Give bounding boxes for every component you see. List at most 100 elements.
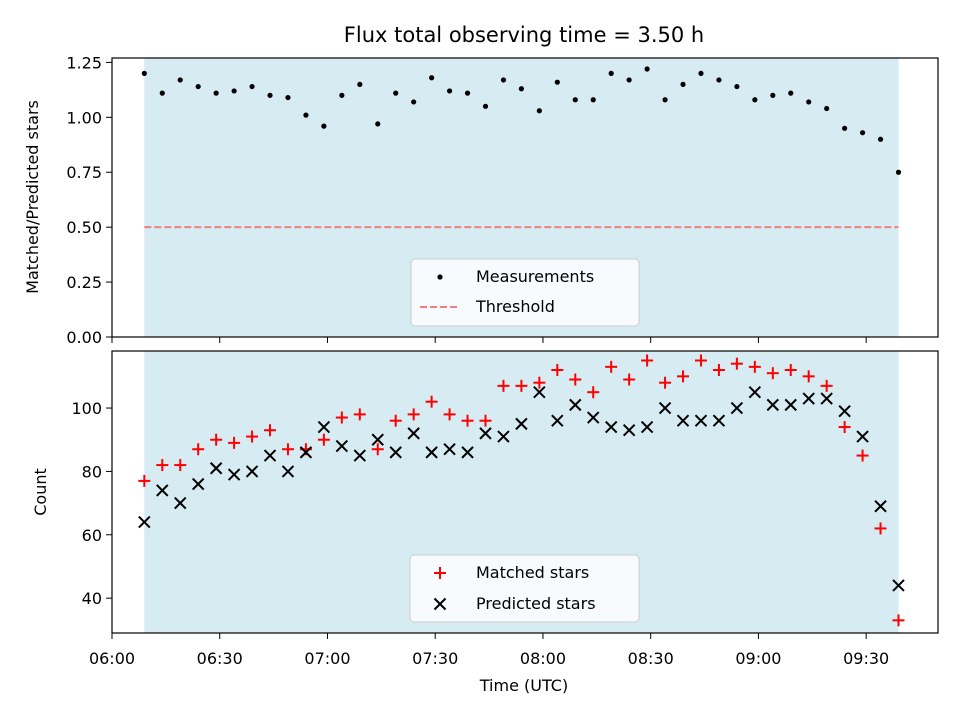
matched-star-point <box>766 367 779 380</box>
measurement-point <box>195 83 201 90</box>
matched-star-point <box>174 459 187 472</box>
top-ytick-label: 0.75 <box>66 163 102 182</box>
measurement-point <box>393 90 399 96</box>
predicted-star-point <box>191 477 205 491</box>
xtick-label: 08:00 <box>520 649 566 668</box>
predicted-star-point <box>317 420 331 434</box>
measurement-point <box>877 136 884 142</box>
predicted-star-point <box>802 392 815 405</box>
predicted-star-point <box>533 385 546 399</box>
xtick-label: 09:00 <box>735 649 781 668</box>
xtick-label: 08:30 <box>628 649 674 668</box>
predicted-star-point <box>209 462 223 475</box>
matched-star-point <box>317 433 330 446</box>
predicted-star-point <box>263 449 277 462</box>
top-ytick-label: 0.50 <box>66 218 102 237</box>
predicted-star-point <box>784 398 797 412</box>
measurement-point <box>249 83 255 90</box>
predicted-star-point <box>227 468 241 481</box>
predicted-star-point <box>712 414 726 427</box>
measurement-point <box>339 92 345 98</box>
predicted-star-point <box>335 439 349 453</box>
measurement-point <box>482 103 489 109</box>
figure-title: Flux total observing time = 3.50 h <box>344 23 704 47</box>
xtick-label: 06:30 <box>197 649 243 668</box>
count-panel-frame <box>111 350 939 634</box>
matched-star-point <box>694 354 707 367</box>
predicted-star-point <box>640 420 654 434</box>
predicted-star-point <box>874 500 887 513</box>
count-panel: 40 60 80 100 06:00 06:30 07:00 07:30 08:00 08:30… <box>31 350 939 695</box>
predicted-star-point <box>838 404 851 418</box>
measurement-point <box>662 97 668 103</box>
predicted-star-point <box>766 398 780 412</box>
measurement-point <box>859 130 866 136</box>
predicted-star-point <box>174 496 187 510</box>
measurement-point <box>213 90 219 96</box>
measurement-point <box>554 79 560 85</box>
matched-star-point <box>425 395 438 408</box>
predicted-star-point <box>443 443 456 456</box>
matched-star-point <box>156 459 169 472</box>
predicted-star-point <box>587 411 600 424</box>
xtick-label: 07:30 <box>412 649 458 668</box>
count-legend-box <box>409 554 640 623</box>
measurement-point <box>429 75 435 81</box>
measurement-point <box>375 121 381 127</box>
measurement-point <box>716 77 722 83</box>
legend-matched-label: Matched stars <box>476 563 589 582</box>
predicted-star-point <box>389 446 402 459</box>
legend-threshold-label: Threshold <box>475 297 555 316</box>
matched-star-point <box>874 522 887 535</box>
matched-star-point <box>533 376 546 389</box>
predicted-star-point <box>820 392 833 405</box>
measurement-point <box>788 90 794 96</box>
measurement-point <box>626 77 632 83</box>
measurement-point <box>842 125 848 131</box>
predicted-star-point <box>515 417 528 431</box>
matched-star-point <box>281 443 294 456</box>
matched-star-point <box>677 370 690 383</box>
xtick-label: 09:30 <box>843 649 889 668</box>
measurement-point <box>698 70 704 76</box>
matched-star-point <box>551 364 564 377</box>
predicted-star-point <box>497 430 510 443</box>
count-y-axis-label: Count <box>31 468 50 516</box>
xtick-label: 07:00 <box>304 649 350 668</box>
matched-star-point <box>748 360 761 373</box>
measurement-point <box>752 97 758 103</box>
measurement-point <box>357 81 363 87</box>
measurement-point <box>518 86 525 92</box>
predicted-star-point <box>730 401 744 415</box>
top-ytick-label: 0.25 <box>66 273 102 292</box>
matched-star-point <box>623 373 636 386</box>
legend-measurements-marker <box>437 274 443 280</box>
matched-star-point <box>820 379 833 392</box>
ratio-panel: 0.00 0.25 0.50 0.75 1.00 1.25 Matched/Predict… <box>23 53 939 347</box>
predicted-star-point <box>676 414 690 427</box>
measurement-point <box>321 123 327 129</box>
matched-star-point <box>210 433 223 446</box>
measurement-point <box>895 169 902 175</box>
predicted-star-point <box>245 465 259 478</box>
bottom-ytick-label: 40 <box>82 589 102 608</box>
predicted-star-point <box>569 398 582 412</box>
predicted-star-point <box>694 414 708 427</box>
measurement-point <box>572 97 578 103</box>
measurement-point <box>303 112 309 118</box>
measurement-point <box>141 70 147 76</box>
matched-star-point <box>892 614 905 627</box>
measurement-point <box>608 70 614 76</box>
bottom-ytick-label: 80 <box>82 462 102 481</box>
measurement-point <box>231 88 237 94</box>
measurement-point <box>267 92 273 98</box>
matched-star-point <box>712 364 725 377</box>
top-ytick-label: 0.00 <box>66 328 102 347</box>
xtick-label: 06:00 <box>89 649 135 668</box>
matched-star-point <box>228 436 241 449</box>
matched-star-point <box>371 443 384 456</box>
matched-star-point <box>515 379 528 392</box>
predicted-star-point <box>461 446 474 459</box>
matched-star-point <box>138 474 151 487</box>
